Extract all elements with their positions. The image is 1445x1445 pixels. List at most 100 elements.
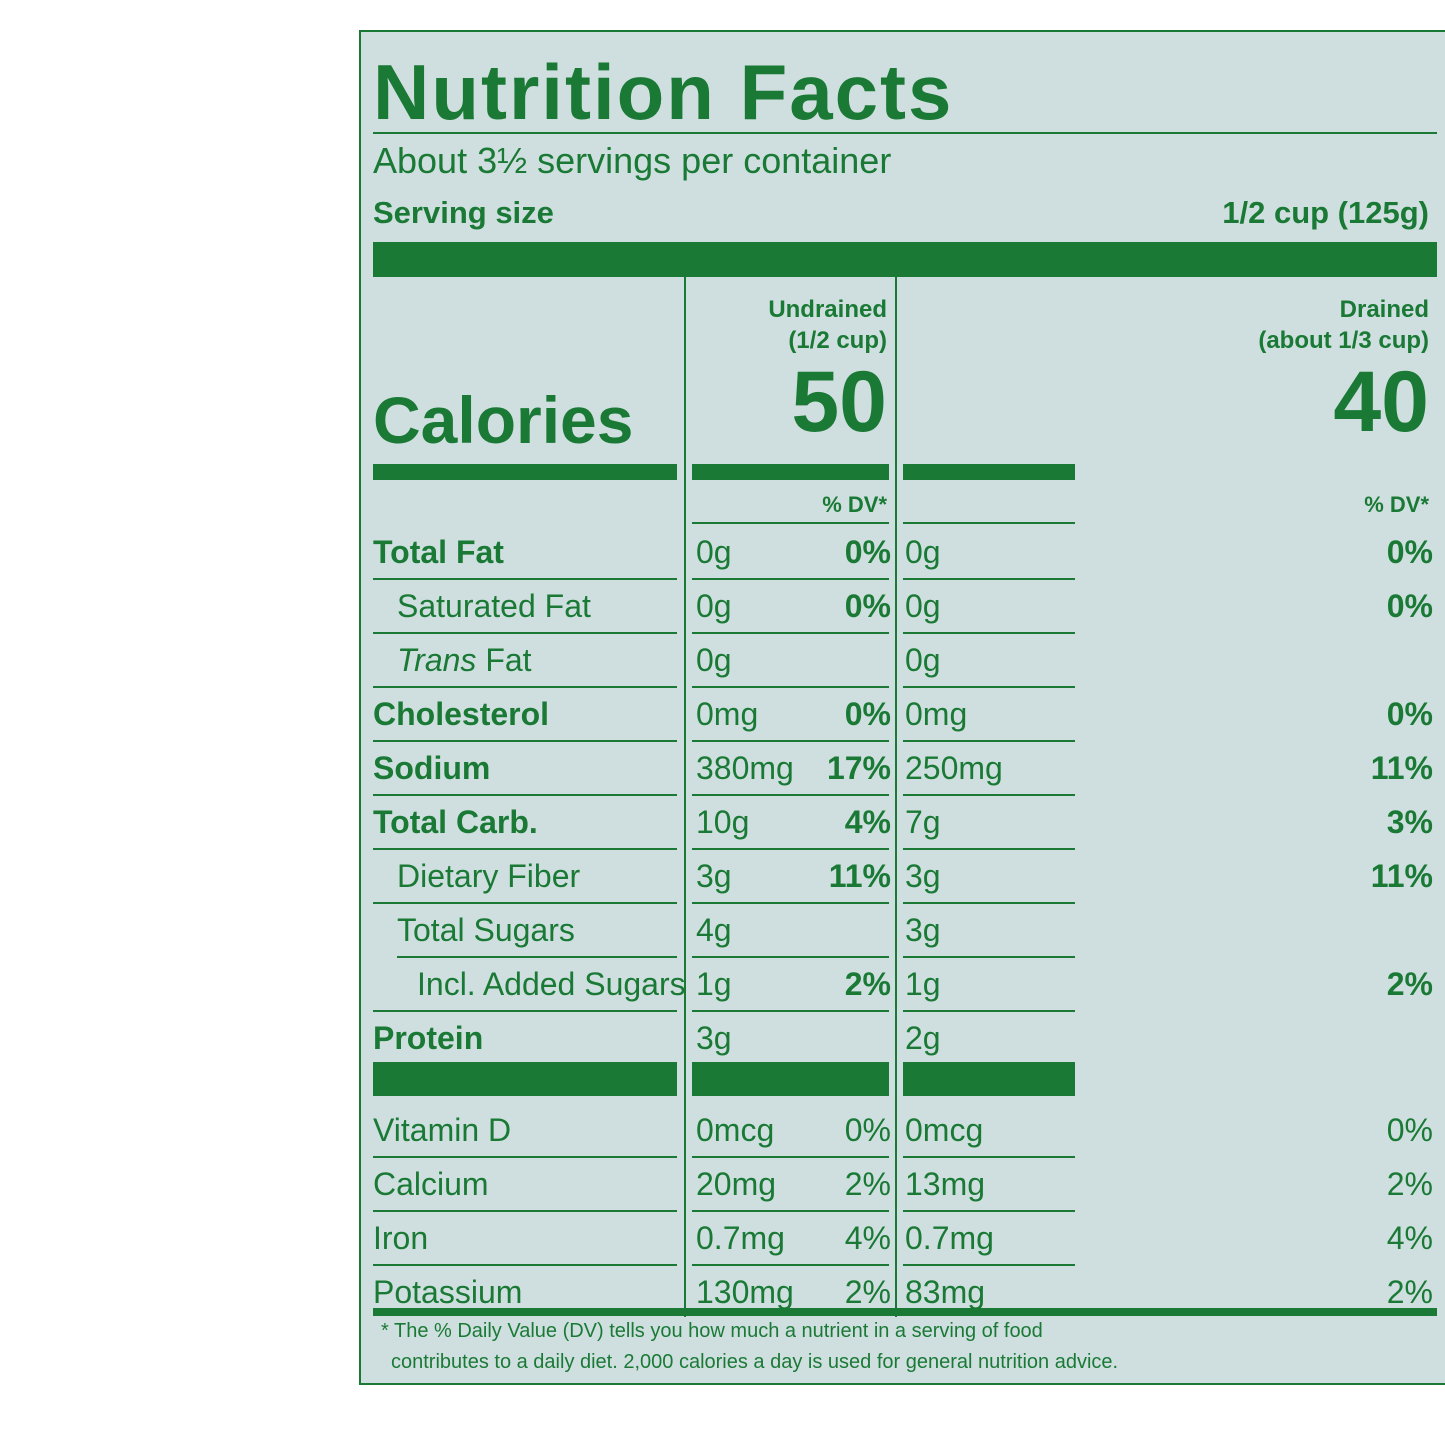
row-divider-left — [373, 1210, 677, 1212]
row-divider-right — [903, 1210, 1075, 1212]
row-divider-right — [903, 632, 1075, 634]
row-divider-mid — [692, 1210, 889, 1212]
dv-undrained: 11% — [828, 858, 891, 894]
amount-undrained: 20mg — [696, 1166, 777, 1202]
nutrient-row: Sodium 380mg 17% 250mg 11% — [361, 740, 1445, 794]
dv-drained: 0% — [1386, 1112, 1433, 1148]
amount-drained: 1g — [905, 966, 941, 1002]
row-divider-right — [903, 902, 1075, 904]
amount-drained: 0mcg — [905, 1112, 984, 1148]
nutrient-name: Incl. Added Sugars — [417, 966, 686, 1002]
amount-drained: 0g — [905, 534, 941, 570]
amount-drained: 2g — [905, 1020, 941, 1056]
row-divider-right — [903, 848, 1075, 850]
nutrient-name-italic: Trans — [397, 642, 477, 678]
amount-undrained: 0.7mg — [696, 1220, 785, 1256]
amount-undrained: 3g — [696, 1020, 732, 1056]
calories-bar-right — [903, 464, 1075, 480]
vitamin-row: Vitamin D 0mcg 0% 0mcg 0% — [361, 1102, 1445, 1156]
nutrient-row: Trans Fat 0g 0g — [361, 632, 1445, 686]
dv-drained: 0% — [1386, 696, 1433, 732]
amount-drained: 0.7mg — [905, 1220, 994, 1256]
row-divider-mid — [692, 848, 889, 850]
row-divider-right — [903, 794, 1075, 796]
dv-drained: 3% — [1386, 804, 1433, 840]
row-divider-left — [373, 1010, 677, 1012]
nutrient-name: Total Carb. — [373, 804, 538, 840]
calories-bar-left — [373, 464, 677, 480]
column-header-undrained: Undrained (1/2 cup) — [768, 296, 887, 354]
row-divider-right — [903, 1010, 1075, 1012]
amount-undrained: 1g — [696, 966, 732, 1002]
calories-undrained: 50 — [791, 354, 887, 450]
nutrient-name: Total Fat — [373, 534, 504, 570]
amount-drained: 0g — [905, 588, 941, 624]
nutrient-row: Total Carb. 10g 4% 7g 3% — [361, 794, 1445, 848]
footnote-line-1: * The % Daily Value (DV) tells you how m… — [381, 1320, 1043, 1342]
row-divider-mid — [692, 686, 889, 688]
row-divider-right — [903, 578, 1075, 580]
nutrient-name: Protein — [373, 1020, 484, 1056]
dv-undrained: 0% — [844, 534, 891, 570]
dv-drained: 0% — [1386, 588, 1433, 624]
row-divider-left — [373, 1264, 677, 1266]
nutrient-row: Protein 3g 2g — [361, 1010, 1445, 1064]
nutrient-name: Sodium — [373, 750, 491, 786]
row-divider-left — [373, 578, 677, 580]
dv-undrained: 2% — [844, 1274, 891, 1310]
title-divider — [373, 132, 1437, 134]
nutrient-row: Incl. Added Sugars 1g 2% 1g 2% — [361, 956, 1445, 1010]
thick-divider-right — [903, 1062, 1075, 1096]
nutrient-name: Iron — [373, 1220, 429, 1256]
row-divider-left — [373, 740, 677, 742]
dv-undrained: 2% — [844, 966, 891, 1002]
amount-undrained: 0mcg — [696, 1112, 775, 1148]
row-divider-left — [397, 956, 677, 958]
nutrient-name-rest: Fat — [476, 642, 532, 678]
nutrient-name: Dietary Fiber — [397, 858, 581, 894]
nutrient-name: Potassium — [373, 1274, 523, 1310]
amount-drained: 3g — [905, 912, 941, 948]
row-divider-mid — [692, 632, 889, 634]
row-divider-right — [903, 1156, 1075, 1158]
amount-undrained: 0g — [696, 588, 732, 624]
nutrition-facts-panel: Nutrition Facts About 3½ servings per co… — [359, 30, 1445, 1385]
amount-drained: 0mg — [905, 696, 968, 732]
row-divider-mid — [692, 1010, 889, 1012]
nutrient-name: Calcium — [373, 1166, 489, 1202]
nutrient-row: Saturated Fat 0g 0% 0g 0% — [361, 578, 1445, 632]
nutrient-row: Total Sugars 4g 3g — [361, 902, 1445, 956]
dv-drained: 11% — [1370, 750, 1433, 786]
amount-drained: 83mg — [905, 1274, 986, 1310]
panel-title: Nutrition Facts — [373, 48, 954, 136]
nutrient-name: Saturated Fat — [397, 588, 591, 624]
row-divider-left — [373, 1156, 677, 1158]
thick-divider-left — [373, 1062, 677, 1096]
servings-per-container: About 3½ servings per container — [373, 140, 892, 181]
vitamin-row: Potassium 130mg 2% 83mg 2% — [361, 1264, 1445, 1318]
nutrient-name: Vitamin D — [373, 1112, 512, 1148]
dv-undrained: 0% — [844, 588, 891, 624]
dv-undrained: 2% — [844, 1166, 891, 1202]
calories-drained: 40 — [1333, 354, 1429, 450]
amount-drained: 13mg — [905, 1166, 986, 1202]
row-divider-right — [903, 1264, 1075, 1266]
column-divider-1 — [684, 277, 686, 1317]
thick-divider-mid — [692, 1062, 889, 1096]
dv-drained: 2% — [1386, 966, 1433, 1002]
dv-divider-mid — [692, 522, 889, 524]
row-divider-mid — [692, 794, 889, 796]
amount-undrained: 0mg — [696, 696, 759, 732]
amount-undrained: 10g — [696, 804, 750, 840]
amount-undrained: 0g — [696, 642, 732, 678]
row-divider-right — [903, 686, 1075, 688]
calories-label: Calories — [373, 383, 634, 457]
row-divider-left — [373, 848, 677, 850]
row-divider-left — [373, 902, 677, 904]
nutrient-row: Cholesterol 0mg 0% 0mg 0% — [361, 686, 1445, 740]
calories-bar-mid — [692, 464, 889, 480]
row-divider-mid — [692, 902, 889, 904]
dv-undrained: 0% — [844, 696, 891, 732]
thick-divider-top — [373, 242, 1437, 277]
amount-drained: 3g — [905, 858, 941, 894]
